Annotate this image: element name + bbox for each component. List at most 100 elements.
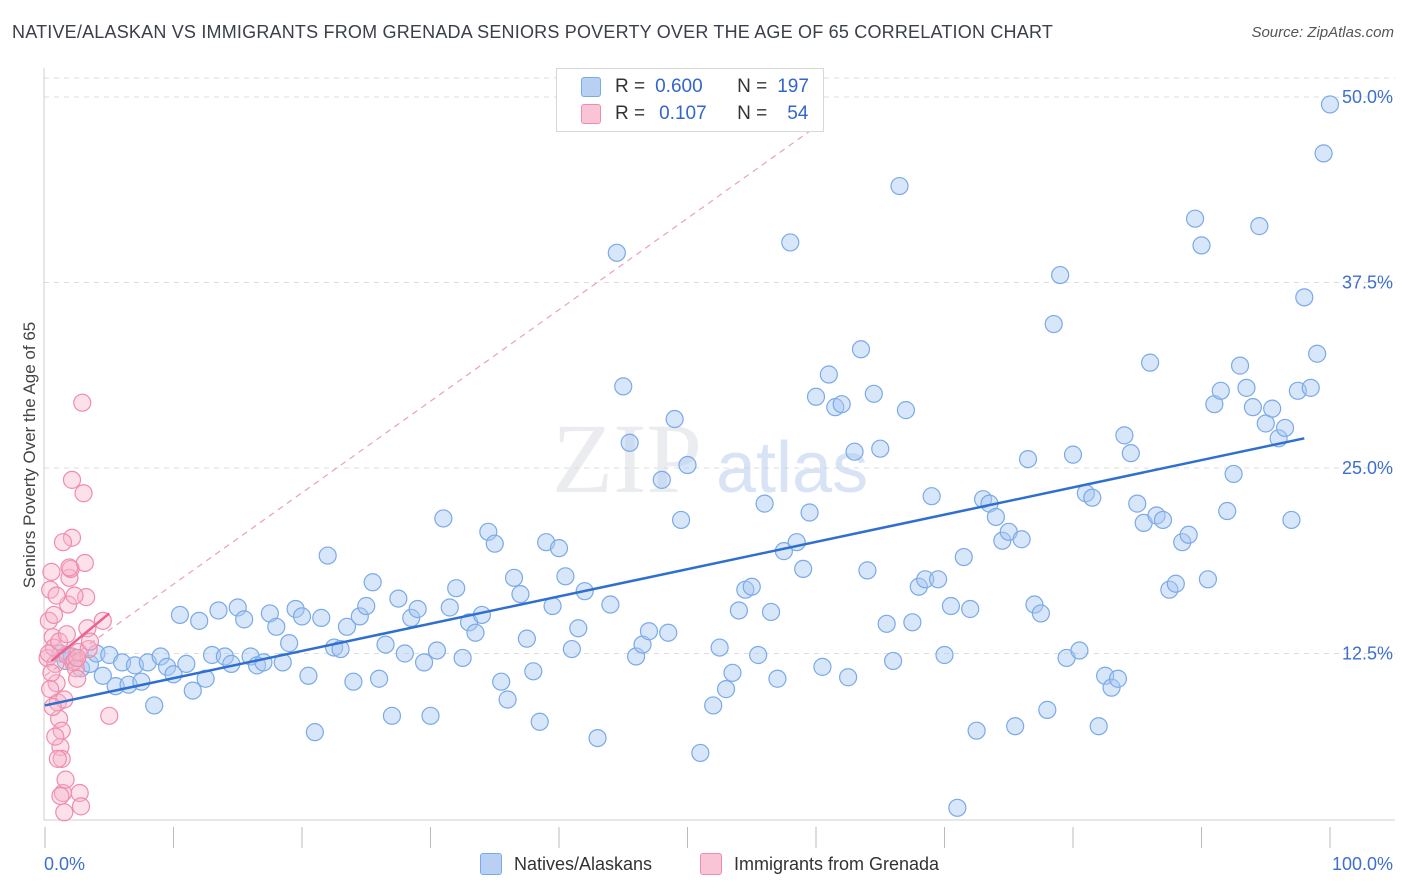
legend-row-natives: R = 0.600 N = 197 <box>581 74 809 100</box>
natives-point <box>408 599 427 619</box>
grenada-point <box>65 586 84 605</box>
natives-point <box>504 568 524 587</box>
grenada-point <box>70 783 89 803</box>
natives-point <box>768 669 787 688</box>
legend-r-natives: 0.600 <box>655 76 703 97</box>
natives-point <box>864 384 883 403</box>
natives-point <box>395 644 414 663</box>
x-tick-label: 100.0% <box>1332 854 1393 874</box>
natives-point <box>1051 265 1070 285</box>
natives-point <box>851 340 871 359</box>
natives-point <box>190 611 209 630</box>
natives-point <box>267 617 286 636</box>
natives-point <box>967 721 986 740</box>
grenada-point <box>39 644 58 663</box>
natives-point <box>1102 678 1121 697</box>
grenada-point <box>41 680 60 699</box>
grenada-trend-extension <box>44 126 817 677</box>
natives-point <box>755 494 774 513</box>
natives-point <box>607 243 626 262</box>
natives-point <box>1083 488 1102 507</box>
chart-title: NATIVE/ALASKAN VS IMMIGRANTS FROM GRENAD… <box>12 22 1054 42</box>
natives-point <box>530 712 549 731</box>
natives-point <box>806 387 826 406</box>
natives-point <box>177 654 196 673</box>
natives-point <box>1044 314 1063 334</box>
natives-point <box>280 634 299 653</box>
natives-point <box>729 601 749 620</box>
natives-point <box>312 608 331 627</box>
natives-point <box>235 610 254 629</box>
natives-point <box>292 607 312 626</box>
natives-point <box>1108 669 1128 688</box>
grenada-point <box>44 605 64 625</box>
watermark-zip: ZIP <box>552 403 702 514</box>
grenada-point <box>80 632 100 651</box>
tick-labels: 12.5% 25.0% 37.5% 50.0% 0.0% 100.0% <box>44 87 1393 874</box>
legend-r-grenada: 0.107 <box>659 103 707 124</box>
stats-legend: R = 0.600 N = 197 R = 0.107 N = 54 <box>556 68 824 132</box>
bottom-legend-swatch-natives <box>480 853 502 875</box>
natives-point <box>1089 717 1108 736</box>
grenada-point <box>48 749 67 768</box>
natives-point <box>659 623 678 642</box>
grenada-point <box>73 393 92 412</box>
legend-n-label: N = <box>737 76 768 97</box>
natives-point <box>151 647 170 666</box>
bottom-legend-label-natives: Natives/Alaskans <box>514 853 653 874</box>
grid-lines <box>44 77 1395 654</box>
natives-point <box>890 176 909 196</box>
natives-point <box>871 439 890 458</box>
natives-point <box>1012 530 1031 549</box>
natives-point <box>671 510 691 530</box>
natives-point <box>1308 344 1327 363</box>
natives-point <box>691 743 710 763</box>
natives-point <box>986 507 1006 527</box>
natives-point <box>832 395 851 414</box>
grenada-point <box>46 727 65 746</box>
natives-point <box>1320 95 1340 114</box>
natives-point <box>858 561 877 580</box>
natives-point <box>524 662 543 681</box>
legend-swatch-grenada <box>581 104 601 124</box>
natives-point <box>1031 604 1050 623</box>
natives-point <box>877 614 896 633</box>
natives-point <box>961 599 980 619</box>
natives-point <box>1295 288 1314 307</box>
natives-point <box>1301 378 1320 397</box>
natives-point <box>556 567 575 586</box>
natives-point <box>1230 356 1250 375</box>
natives-point <box>440 598 459 617</box>
grenada-point <box>69 642 88 662</box>
natives-point <box>1115 426 1134 445</box>
legend-n-natives: 197 <box>777 76 809 97</box>
natives-point <box>716 680 736 699</box>
natives-point <box>883 651 903 671</box>
natives-point <box>498 690 517 709</box>
natives-point <box>549 539 569 558</box>
bottom-legend-label-grenada: Immigrants from Grenada <box>734 853 940 874</box>
natives-point <box>1275 418 1295 438</box>
grenada-point <box>77 588 96 607</box>
grenada-trend-line <box>50 612 111 662</box>
natives-point <box>1140 353 1160 372</box>
natives-point <box>209 601 228 620</box>
natives-point <box>1211 381 1230 400</box>
grenada-point <box>60 558 79 577</box>
natives-point <box>781 233 800 252</box>
natives-point <box>299 666 318 685</box>
natives-point <box>652 470 671 489</box>
grenada-point <box>100 706 119 725</box>
natives-point <box>363 573 382 592</box>
grenada-point <box>68 648 87 668</box>
grenada-point <box>56 770 75 789</box>
natives-point <box>639 622 659 641</box>
natives-point <box>1025 595 1044 614</box>
natives-point <box>344 672 363 691</box>
natives-point <box>614 377 633 396</box>
natives-point <box>1063 445 1083 464</box>
natives-point <box>93 666 112 685</box>
natives-point <box>421 706 440 725</box>
natives-point <box>485 534 504 553</box>
